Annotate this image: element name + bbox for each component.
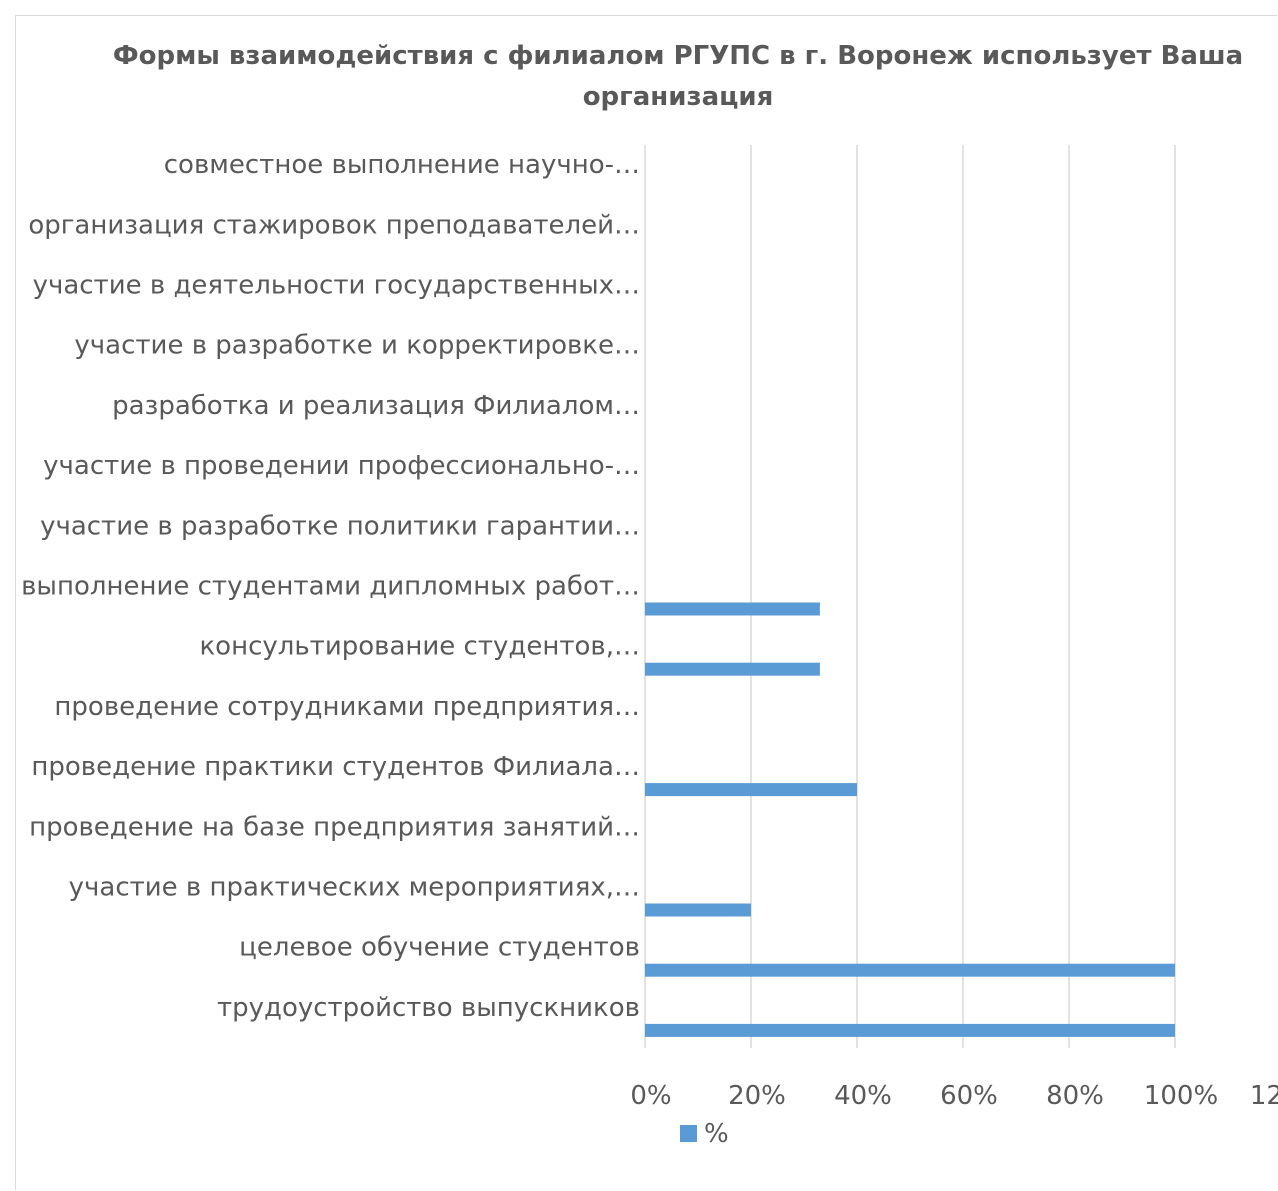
category-label: организация стажировок преподавателей… — [28, 210, 640, 240]
category-label: участие в практических мероприятиях,… — [69, 873, 640, 903]
chart-frame — [15, 15, 1277, 1190]
category-label: проведение практики студентов Филиала… — [31, 752, 640, 782]
category-label: трудоустройство выпускников — [217, 993, 640, 1023]
category-labels: трудоустройство выпускников целевое обуче… — [21, 150, 640, 1023]
category-label: разработка и реализация Филиалом… — [112, 391, 640, 421]
x-tick-label: 40% — [834, 1081, 892, 1111]
category-label: совместное выполнение научно-… — [164, 150, 640, 180]
bar — [645, 602, 820, 616]
bar — [645, 1023, 1175, 1037]
category-label: проведение на базе предприятия занятий… — [29, 812, 640, 842]
legend-swatch — [680, 1125, 697, 1142]
x-tick-label: 20% — [728, 1081, 786, 1111]
chart-title-line-1: Формы взаимодействия с филиалом РГУПС в … — [113, 41, 1243, 71]
category-label: участие в разработке политики гарантии… — [40, 511, 640, 541]
legend: % — [680, 1119, 729, 1149]
bars — [645, 602, 1175, 1037]
category-label: проведение сотрудниками предприятия… — [54, 692, 640, 722]
chart-title: Формы взаимодействия с филиалом РГУПС в … — [113, 41, 1243, 112]
category-label: целевое обучение студентов — [239, 933, 640, 963]
gridlines — [644, 145, 1176, 1048]
category-label: выполнение студентами дипломных работ… — [21, 572, 640, 602]
bar — [645, 963, 1175, 977]
x-tick-label: 80% — [1046, 1081, 1104, 1111]
x-tick-label: 100% — [1144, 1081, 1218, 1111]
bar — [645, 662, 820, 676]
category-label: участие в разработке и корректировке… — [74, 331, 640, 361]
category-label: участие в деятельности государственных… — [33, 271, 640, 301]
bar — [645, 903, 751, 917]
bar — [645, 783, 857, 797]
category-label: консультирование студентов,… — [199, 632, 640, 662]
x-axis-tick-labels: 0% 20% 40% 60% 80% 100% 120% — [630, 1081, 1278, 1111]
x-tick-label: 0% — [630, 1081, 671, 1111]
x-tick-label: 120% — [1250, 1081, 1278, 1111]
category-label: участие в проведении профессионально-… — [43, 451, 640, 481]
x-tick-label: 60% — [940, 1081, 998, 1111]
legend-label: % — [704, 1119, 729, 1149]
chart-title-line-2: организация — [583, 82, 774, 112]
